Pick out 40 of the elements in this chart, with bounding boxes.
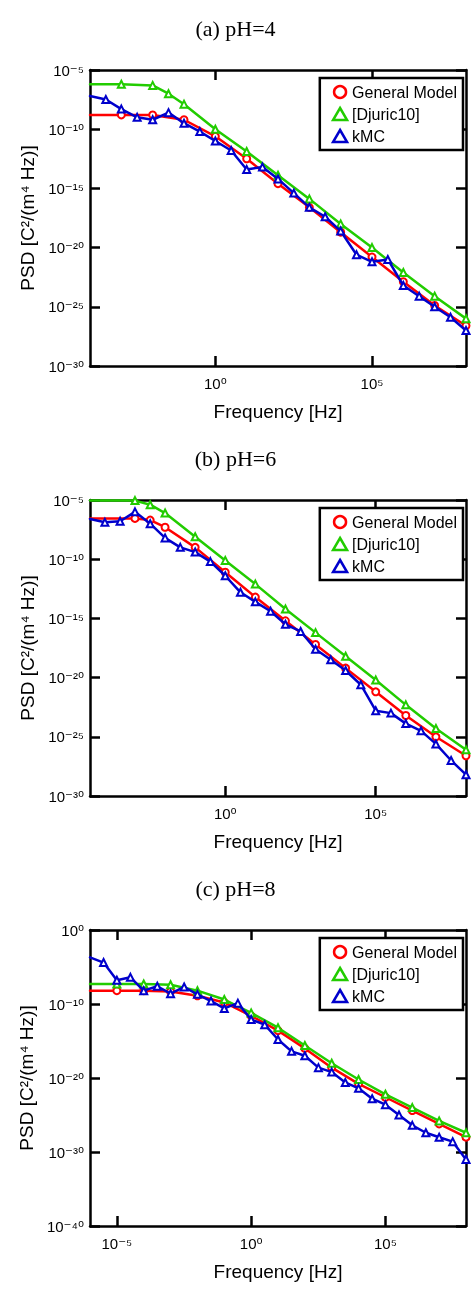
- y-axis-title: PSD [C²/(m⁴ Hz)]: [17, 145, 39, 291]
- y-tick-label: 10⁻¹⁰: [48, 995, 84, 1013]
- legend-label: kMC: [352, 127, 385, 145]
- x-tick-label: 10⁵: [364, 805, 388, 822]
- legend-label: General Model: [352, 943, 458, 961]
- chart-title: (b) pH=6: [194, 445, 277, 471]
- y-tick-label: 10⁻¹⁵: [48, 179, 84, 197]
- x-tick-label: 10⁵: [373, 1235, 397, 1252]
- y-tick-label: 10⁻⁵: [53, 491, 84, 509]
- legend-label: kMC: [352, 987, 385, 1005]
- legend-label: [Djuric10]: [352, 535, 420, 553]
- y-tick-label: 10⁻¹⁵: [48, 609, 84, 627]
- y-tick-label: 10⁻¹⁰: [48, 550, 84, 568]
- y-tick-label: 10⁻¹⁰: [48, 120, 84, 138]
- x-axis-title: Frequency [Hz]: [213, 1261, 343, 1282]
- legend-label: kMC: [352, 557, 385, 575]
- y-tick-label: 10⁻²⁵: [48, 728, 84, 746]
- legend-label: [Djuric10]: [352, 965, 420, 983]
- legend-label: General Model: [352, 83, 458, 101]
- y-tick-label: 10⁻²⁰: [48, 239, 84, 257]
- x-tick-label: 10⁻⁵: [101, 1235, 133, 1252]
- y-tick-label: 10⁻²⁰: [48, 1069, 84, 1087]
- y-axis-title: PSD [C²/(m⁴ Hz)]: [17, 575, 39, 721]
- x-tick-label: 10⁰: [239, 1235, 263, 1252]
- y-tick-label: 10⁻³⁰: [48, 787, 84, 805]
- legend-label: General Model: [352, 513, 458, 531]
- y-tick-label: 10⁻²⁰: [48, 669, 84, 687]
- y-tick-label: 10⁻²⁵: [48, 298, 84, 316]
- x-tick-label: 10⁵: [360, 375, 384, 392]
- legend-label: [Djuric10]: [352, 105, 420, 123]
- y-tick-label: 10⁻⁴⁰: [46, 1217, 84, 1235]
- x-axis-title: Frequency [Hz]: [213, 831, 343, 852]
- chart-title: (c) pH=8: [195, 875, 276, 901]
- chart-title: (a) pH=4: [195, 15, 276, 41]
- x-axis-title: Frequency [Hz]: [213, 401, 343, 422]
- y-tick-label: 10⁰: [61, 921, 84, 939]
- y-tick-label: 10⁻⁵: [53, 61, 84, 79]
- y-tick-label: 10⁻³⁰: [48, 1143, 84, 1161]
- y-tick-label: 10⁻³⁰: [48, 357, 84, 375]
- y-axis-title: PSD [C²/(m⁴ Hz)]: [16, 1005, 38, 1151]
